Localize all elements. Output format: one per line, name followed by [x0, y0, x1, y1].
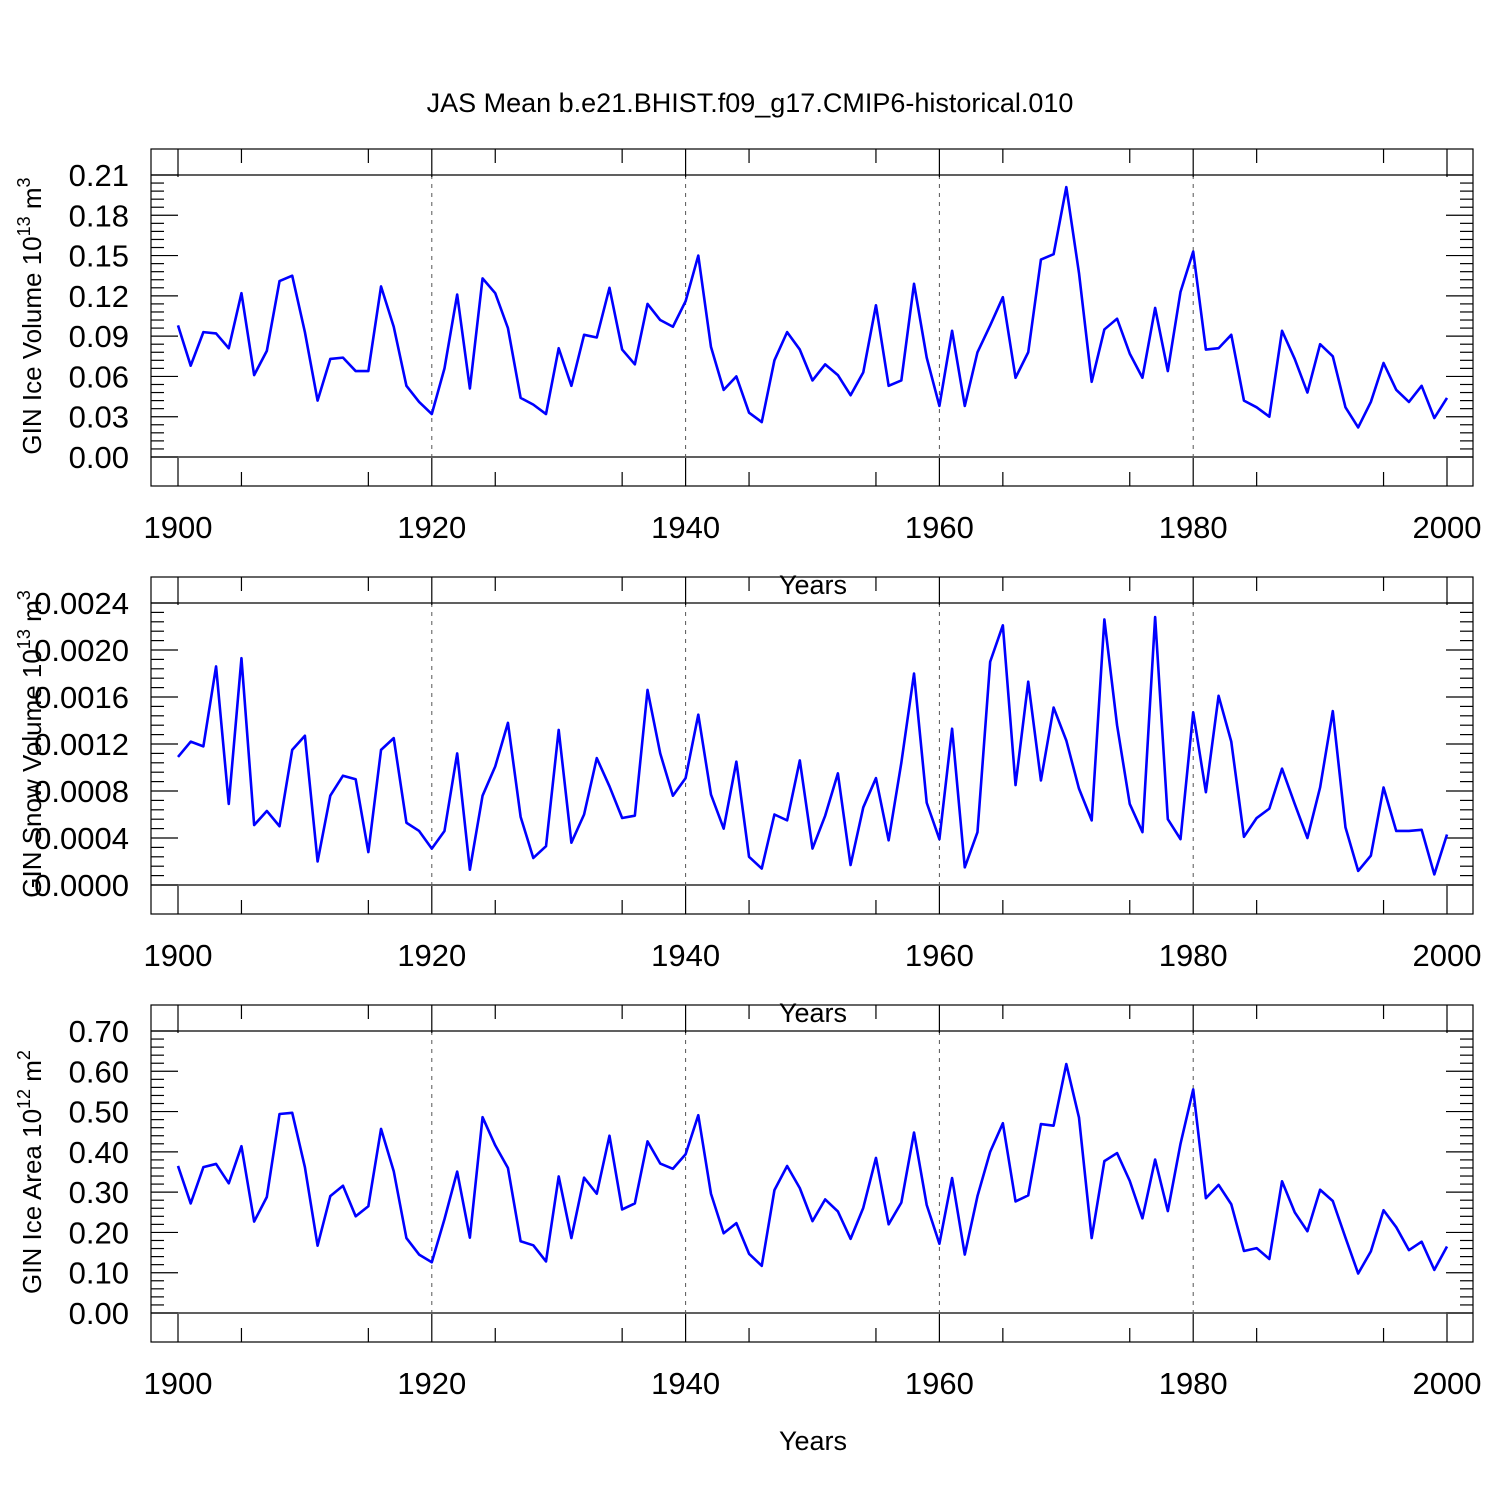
y-tick-label: 0.20: [69, 1215, 129, 1250]
x-tick-label: 1900: [144, 510, 213, 545]
y-tick-label: 0.21: [69, 158, 129, 193]
y-tick-label: 0.10: [69, 1256, 129, 1291]
y-axis-title: GIN Ice Volume 1013 m3: [14, 177, 47, 454]
y-tick-label: 0.06: [69, 359, 129, 394]
y-tick-label: 0.09: [69, 319, 129, 354]
y-tick-label: 0.15: [69, 239, 129, 274]
x-tick-label: 1980: [1159, 1366, 1228, 1401]
y-axis-title-unit-exponent: 3: [14, 177, 34, 187]
x-tick-label: 1940: [651, 938, 720, 973]
y-tick-label: 0.30: [69, 1175, 129, 1210]
panel-ice-volume: 1900 1920 1940 1960 1980 2000 0.00 0.03 0.06 0.09…: [14, 148, 1482, 600]
y-tick-label: 0.18: [69, 198, 129, 233]
y-axis-title-unit: m: [17, 1060, 47, 1089]
x-axis-title: Years: [779, 1426, 847, 1456]
y-tick-label: 0.0000: [34, 868, 129, 903]
y-tick-label: 0.00: [69, 1296, 129, 1331]
y-tick-label: 0.0008: [34, 774, 129, 809]
x-tick-label: 1920: [397, 938, 466, 973]
y-tick-label: 0.0016: [34, 680, 129, 715]
y-tick-label: 0.00: [69, 440, 129, 475]
x-tick-label: 1920: [397, 510, 466, 545]
y-tick-label: 0.0012: [34, 727, 129, 762]
figure-title: JAS Mean b.e21.BHIST.f09_g17.CMIP6-histo…: [427, 88, 1074, 118]
y-tick-label: 0.70: [69, 1014, 129, 1049]
y-axis-title-unit-exponent: 2: [14, 1050, 34, 1060]
y-axis-title: GIN Ice Area 1012 m2: [14, 1050, 47, 1294]
x-tick-label: 1940: [651, 1366, 720, 1401]
axes-frame: [150, 1004, 1474, 1343]
x-tick-label: 2000: [1413, 510, 1482, 545]
x-tick-label: 1980: [1159, 510, 1228, 545]
y-axis-title-exponent: 12: [14, 1089, 34, 1109]
panel-snow-volume: 1900 1920 1940 1960 1980 2000 0.0000 0.0004 0.00…: [14, 576, 1482, 1028]
y-axis-title-exponent: 13: [14, 216, 34, 236]
y-tick-label: 0.03: [69, 400, 129, 435]
x-tick-label: 1960: [905, 510, 974, 545]
panel-ice-area: 1900 1920 1940 1960 1980 2000 0.00 0.10 0.20 0.30…: [14, 1004, 1482, 1456]
x-tick-label: 1980: [1159, 938, 1228, 973]
y-tick-label: 0.0004: [34, 821, 129, 856]
y-tick-label: 0.12: [69, 279, 129, 314]
y-axis-title-unit: m: [17, 600, 47, 629]
y-tick-label: 0.0024: [34, 586, 129, 621]
y-tick-label: 0.50: [69, 1095, 129, 1130]
x-tick-label: 2000: [1413, 1366, 1482, 1401]
series-line-ice-volume: [176, 185, 1449, 429]
x-tick-label: 1920: [397, 1366, 466, 1401]
y-tick-label: 0.60: [69, 1054, 129, 1089]
y-tick-label: 0.40: [69, 1135, 129, 1170]
y-axis-title-unit-exponent: 3: [14, 590, 34, 600]
y-axis-title-main: GIN Ice Area 10: [17, 1109, 47, 1294]
x-axis-title: Years: [779, 998, 847, 1028]
y-axis-title-exponent: 13: [14, 629, 34, 649]
y-tick-label: 0.0020: [34, 633, 129, 668]
x-tick-label: 1960: [905, 1366, 974, 1401]
axes-frame: [150, 576, 1474, 915]
y-axis-title-unit: m: [17, 187, 47, 216]
x-tick-label: 1900: [144, 1366, 213, 1401]
axes-frame: [150, 148, 1474, 487]
x-tick-label: 1900: [144, 938, 213, 973]
series-line-snow-volume: [177, 615, 1449, 876]
y-axis-title-main: GIN Snow Volume 10: [17, 649, 47, 898]
x-tick-label: 2000: [1413, 938, 1482, 973]
x-axis-title: Years: [779, 570, 847, 600]
panels-group: 1900 1920 1940 1960 1980 2000 0.00 0.03 0.06 0.09…: [14, 148, 1482, 1456]
x-tick-label: 1960: [905, 938, 974, 973]
x-tick-label: 1940: [651, 510, 720, 545]
y-axis-title: GIN Snow Volume 1013 m3: [14, 590, 47, 898]
series-line-ice-area: [176, 1062, 1449, 1275]
y-axis-title-main: GIN Ice Volume 10: [17, 236, 47, 454]
